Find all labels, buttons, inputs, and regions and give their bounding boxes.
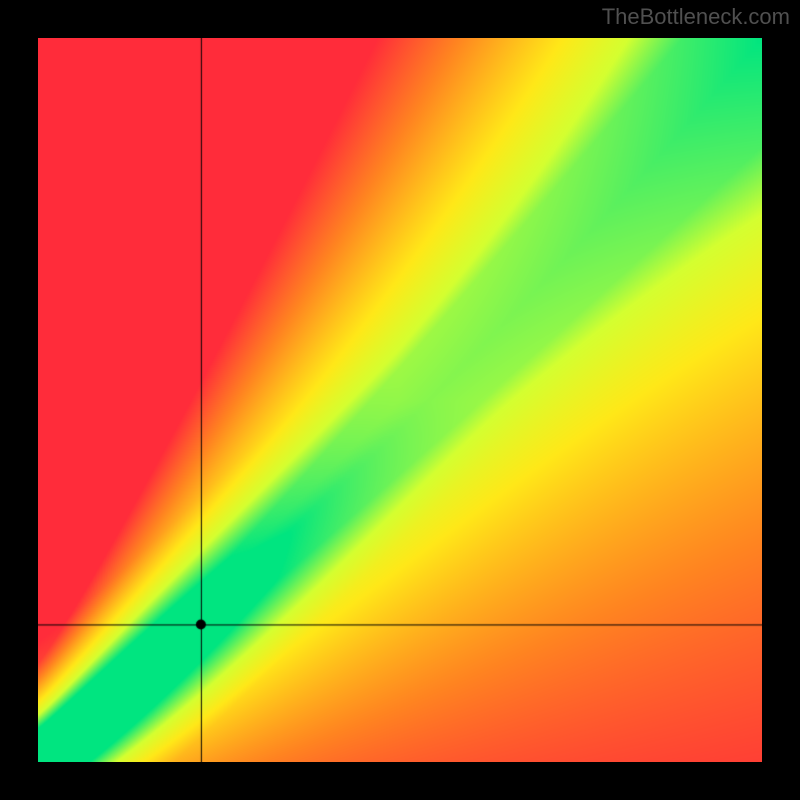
watermark-text: TheBottleneck.com — [602, 4, 790, 30]
heatmap-canvas — [38, 38, 762, 762]
heatmap-chart — [38, 38, 762, 762]
